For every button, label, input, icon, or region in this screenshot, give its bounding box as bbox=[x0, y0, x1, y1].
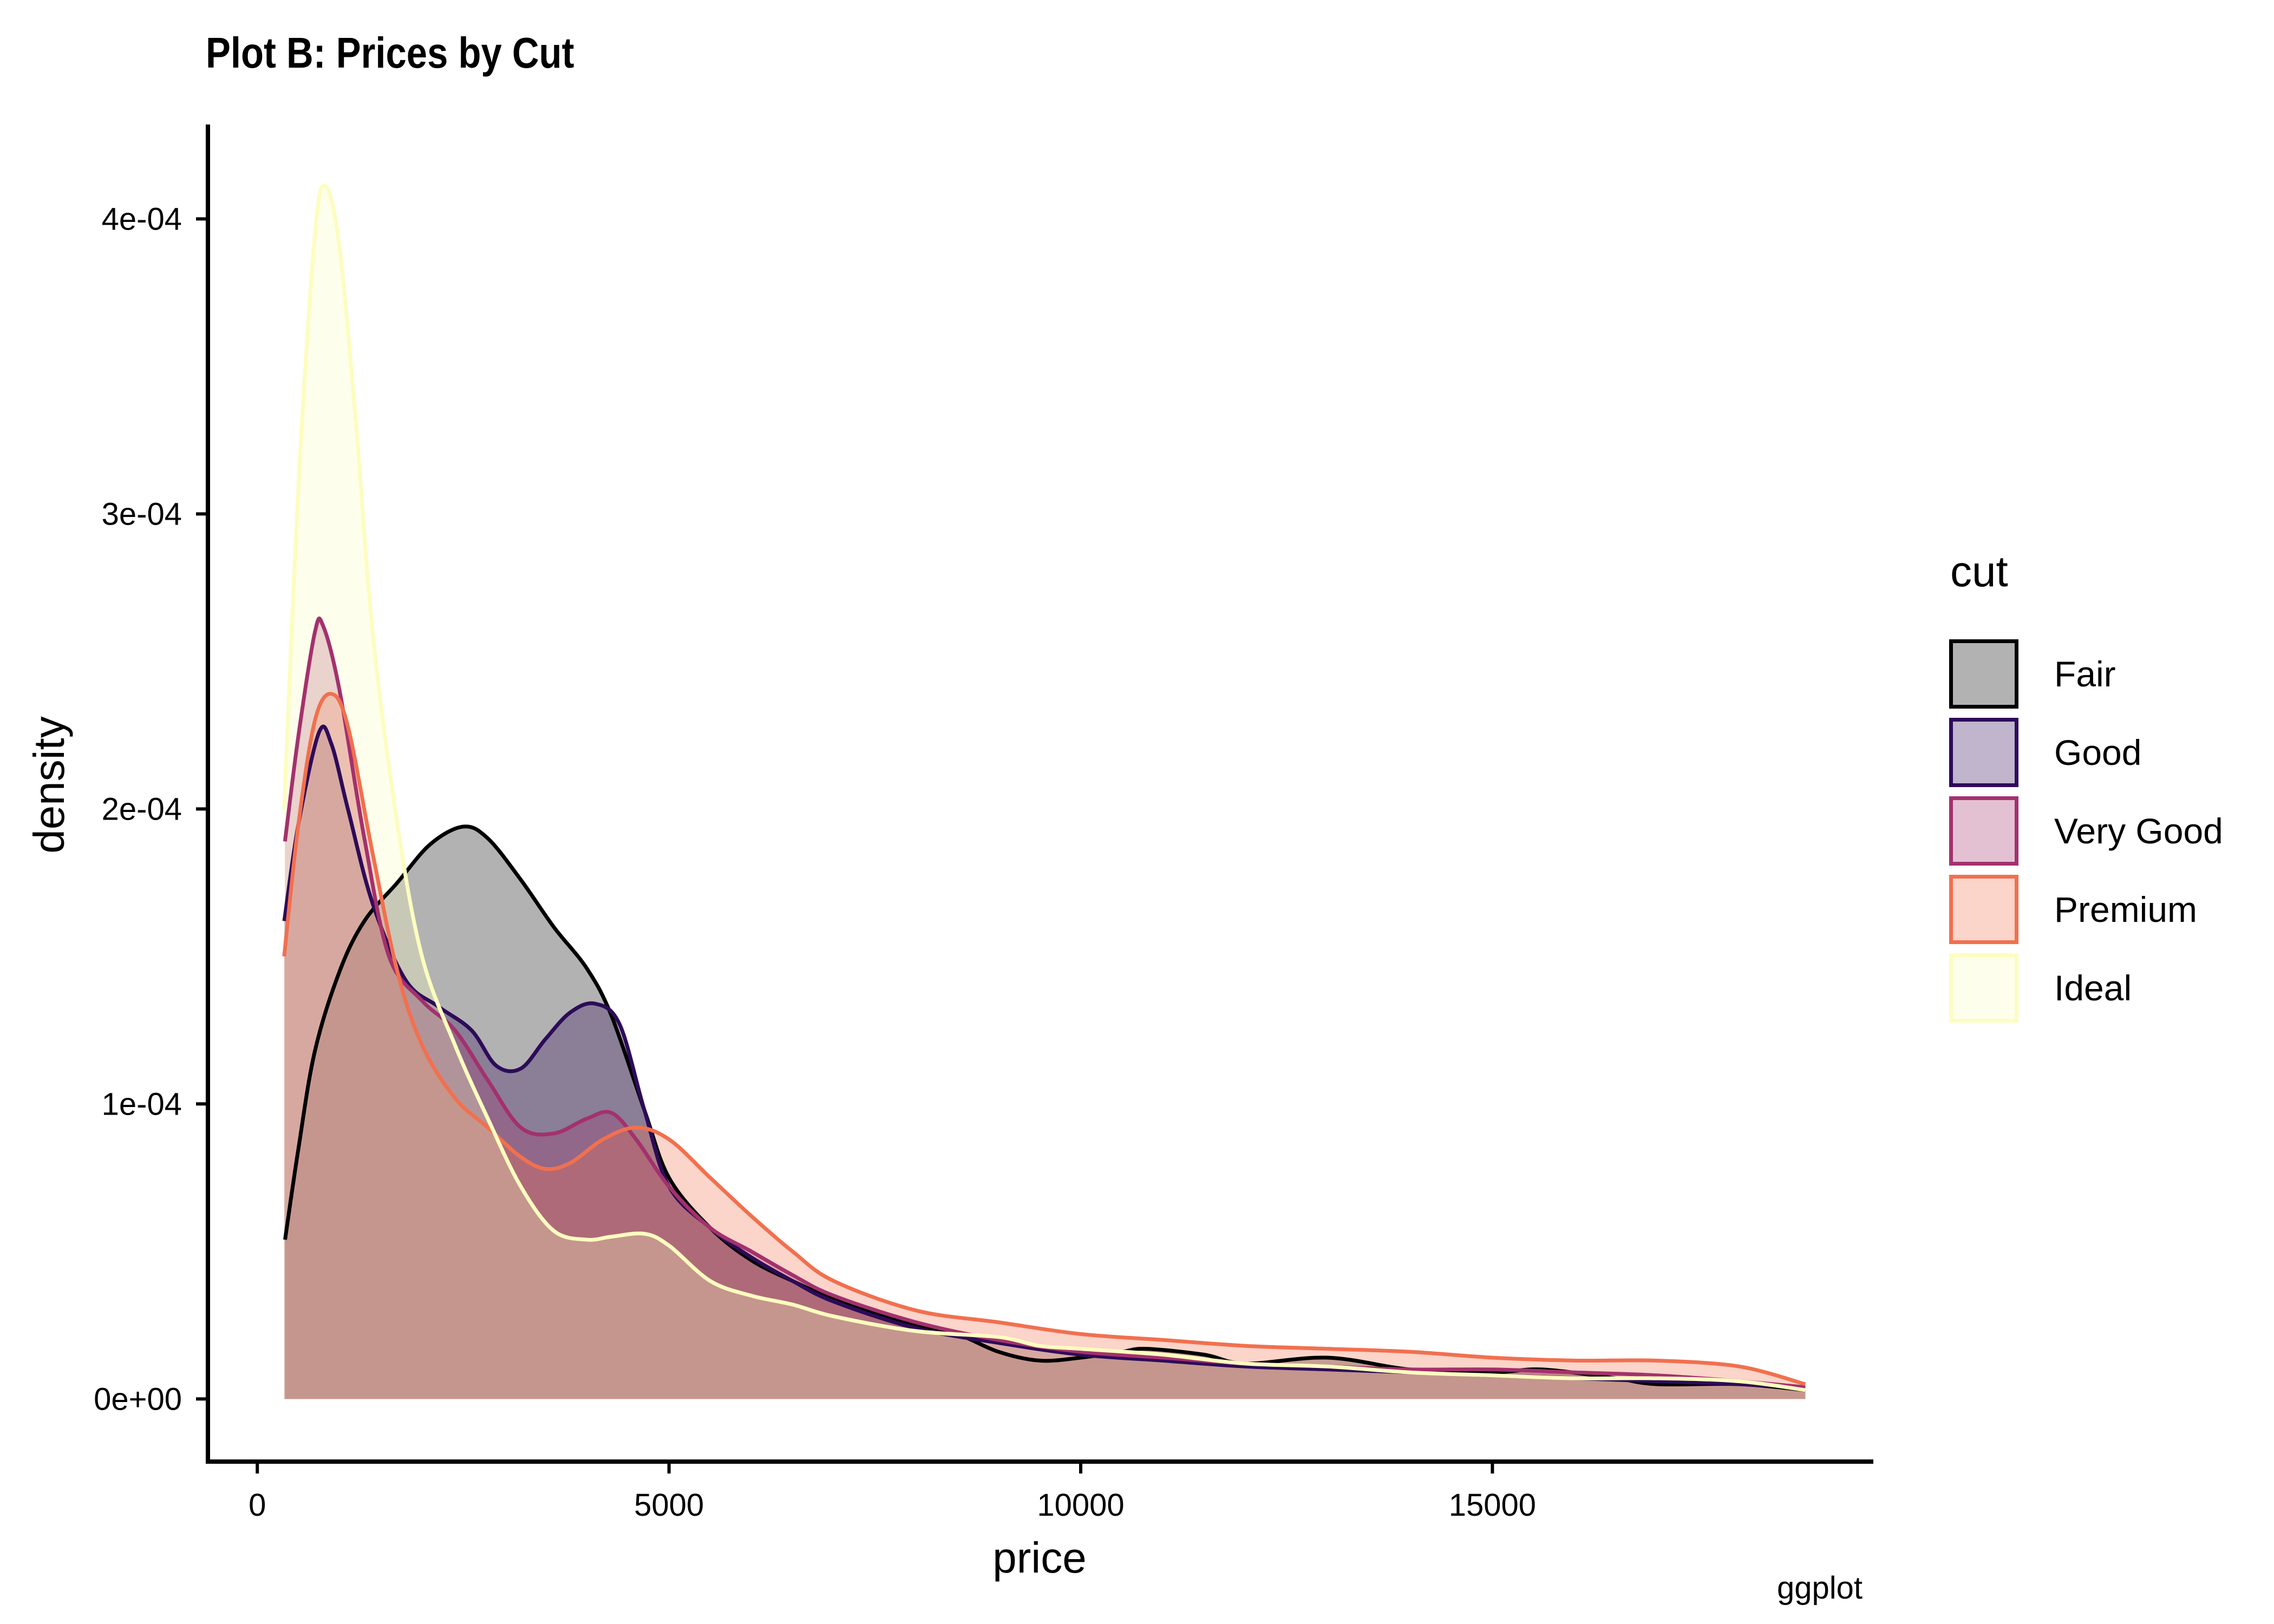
x-tick-label: 10000 bbox=[1037, 1488, 1124, 1523]
legend-label-fair: Fair bbox=[2054, 653, 2116, 694]
x-axis-ticks: 0 5000 10000 15000 bbox=[249, 1462, 1536, 1523]
legend-label-premium: Premium bbox=[2054, 889, 2198, 929]
density-line-very-good bbox=[283, 616, 1806, 1389]
density-area-fair bbox=[285, 826, 1806, 1399]
legend-swatch-fair bbox=[1949, 639, 2018, 709]
chart-caption: ggplot bbox=[1776, 1570, 1863, 1606]
legend-item-ideal: Ideal bbox=[1949, 948, 2223, 1027]
y-tick-label: 2e-04 bbox=[102, 791, 182, 827]
legend-item-fair: Fair bbox=[1949, 634, 2223, 713]
legend-item-good: Good bbox=[1949, 713, 2223, 791]
y-axis-label: density bbox=[25, 716, 73, 853]
x-tick-label: 15000 bbox=[1449, 1488, 1536, 1523]
y-tick-label: 3e-04 bbox=[102, 496, 182, 532]
legend-item-premium: Premium bbox=[1949, 870, 2223, 948]
density-line-ideal bbox=[282, 184, 1806, 1392]
density-area-good bbox=[284, 726, 1806, 1399]
legend-item-very-good: Very Good bbox=[1949, 791, 2223, 870]
x-axis-label: price bbox=[992, 1534, 1086, 1582]
y-tick-label: 4e-04 bbox=[102, 201, 182, 237]
legend: cut Fair Good Very Good Premium Ideal bbox=[1949, 547, 2223, 1027]
density-area-premium bbox=[284, 693, 1806, 1399]
y-tick-label: 0e+00 bbox=[94, 1381, 182, 1417]
legend-swatch-premium bbox=[1949, 874, 2018, 944]
density-area-very-good bbox=[285, 618, 1806, 1399]
y-axis-ticks: 0e+00 1e-04 2e-04 3e-04 4e-04 bbox=[94, 201, 208, 1417]
legend-swatch-ideal bbox=[1949, 953, 2018, 1023]
legend-swatch-very-good bbox=[1949, 796, 2018, 866]
y-tick-label: 1e-04 bbox=[102, 1086, 182, 1122]
x-tick-label: 0 bbox=[249, 1488, 266, 1523]
density-lines bbox=[282, 184, 1806, 1392]
legend-label-good: Good bbox=[2054, 732, 2142, 772]
chart-title: Plot B: Prices by Cut bbox=[206, 29, 574, 77]
density-line-premium bbox=[282, 692, 1806, 1386]
density-area-ideal bbox=[284, 185, 1806, 1399]
density-areas bbox=[284, 185, 1806, 1399]
legend-title: cut bbox=[1950, 547, 2008, 595]
legend-label-ideal: Ideal bbox=[2054, 967, 2132, 1008]
legend-label-very-good: Very Good bbox=[2054, 810, 2223, 851]
x-tick-label: 5000 bbox=[634, 1488, 704, 1523]
legend-swatch-good bbox=[1949, 717, 2018, 787]
